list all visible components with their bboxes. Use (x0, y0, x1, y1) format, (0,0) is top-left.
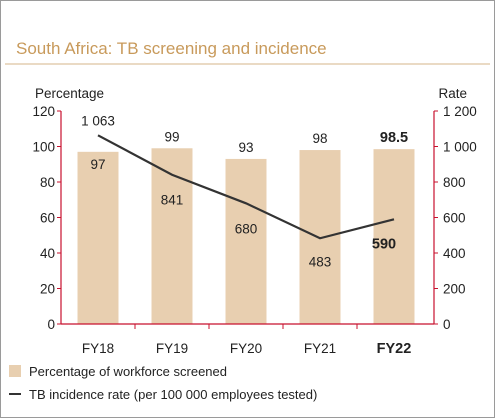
right-tick-label: 400 (443, 246, 466, 261)
bar-value-label: 98.5 (380, 130, 408, 146)
left-tick-label: 0 (47, 317, 55, 332)
right-axis-label: Rate (438, 86, 467, 101)
bar-fy18 (78, 152, 119, 324)
right-tick-label: 200 (443, 282, 466, 297)
line-value-label: 680 (235, 221, 258, 236)
x-tick-label: FY19 (156, 341, 188, 356)
bar-value-label: 98 (312, 131, 327, 146)
chart-title: South Africa: TB screening and incidence (16, 39, 327, 58)
x-tick-label: FY18 (82, 341, 114, 356)
bar-fy20 (226, 159, 267, 324)
line-value-label: 1 063 (81, 113, 115, 128)
right-tick-label: 1 200 (443, 104, 477, 119)
x-tick-label: FY20 (230, 341, 262, 356)
legend-bar-swatch (9, 365, 21, 377)
x-tick-label: FY22 (377, 341, 412, 357)
right-tick-label: 1 000 (443, 140, 477, 155)
line-value-label: 841 (161, 193, 184, 208)
line-value-label: 590 (372, 236, 396, 252)
left-tick-label: 100 (32, 140, 55, 155)
left-tick-label: 20 (40, 282, 55, 297)
bar-value-label: 99 (164, 129, 179, 144)
x-tick-label: FY21 (304, 341, 336, 356)
left-axis-label: Percentage (35, 86, 104, 101)
left-tick-label: 120 (32, 104, 55, 119)
legend-bar-label: Percentage of workforce screened (29, 364, 227, 379)
bar-value-label: 97 (90, 157, 105, 172)
legend-line-label: TB incidence rate (per 100 000 employees… (29, 387, 317, 402)
bar-value-label: 93 (238, 140, 253, 155)
right-tick-label: 600 (443, 211, 466, 226)
line-value-label: 483 (309, 254, 332, 269)
bar-fy21 (300, 150, 341, 324)
left-tick-label: 60 (40, 211, 55, 226)
right-tick-label: 800 (443, 175, 466, 190)
left-tick-label: 80 (40, 175, 55, 190)
right-tick-label: 0 (443, 317, 451, 332)
left-tick-label: 40 (40, 246, 55, 261)
